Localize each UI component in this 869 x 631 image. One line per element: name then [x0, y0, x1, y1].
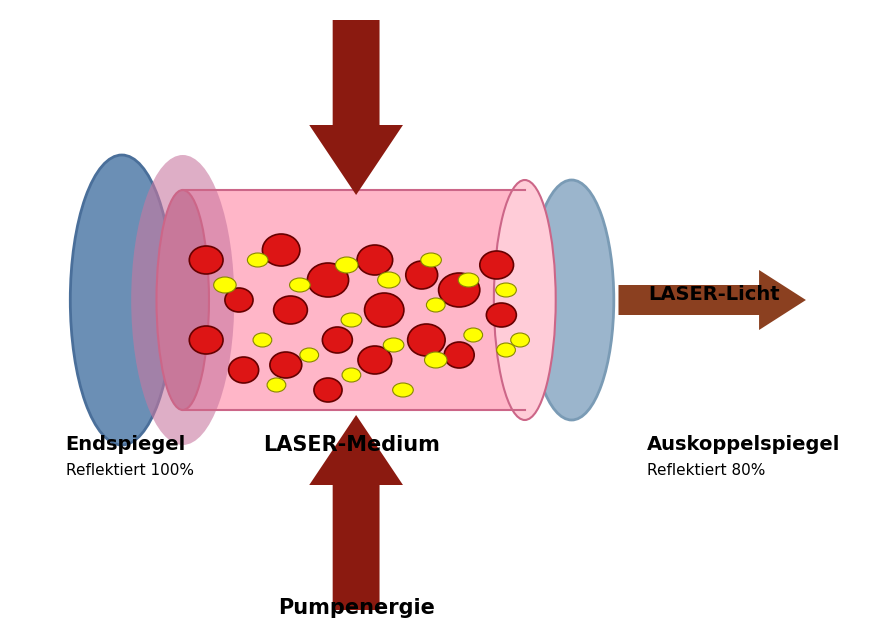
Ellipse shape: [425, 352, 447, 368]
Ellipse shape: [189, 326, 223, 354]
Ellipse shape: [270, 352, 302, 378]
Ellipse shape: [439, 273, 480, 307]
Ellipse shape: [314, 378, 342, 402]
Ellipse shape: [444, 342, 474, 368]
Ellipse shape: [274, 296, 308, 324]
Ellipse shape: [458, 273, 479, 287]
Ellipse shape: [70, 155, 174, 445]
Ellipse shape: [358, 346, 392, 374]
Ellipse shape: [364, 293, 404, 327]
Text: Pumpenergie: Pumpenergie: [278, 598, 434, 618]
Ellipse shape: [322, 327, 352, 353]
Ellipse shape: [262, 234, 300, 266]
Text: Auskoppelspiegel: Auskoppelspiegel: [647, 435, 840, 454]
Ellipse shape: [427, 298, 445, 312]
Ellipse shape: [342, 313, 362, 327]
Ellipse shape: [487, 303, 516, 327]
Text: Endspiegel: Endspiegel: [65, 435, 186, 454]
Text: LASER-Licht: LASER-Licht: [648, 285, 779, 305]
Text: LASER-Medium: LASER-Medium: [263, 435, 440, 455]
Ellipse shape: [156, 190, 209, 410]
Text: Reflektiert 80%: Reflektiert 80%: [647, 463, 765, 478]
Ellipse shape: [383, 338, 404, 352]
Ellipse shape: [511, 333, 529, 347]
Ellipse shape: [289, 278, 310, 292]
Ellipse shape: [308, 263, 348, 297]
Ellipse shape: [497, 343, 515, 357]
Ellipse shape: [335, 257, 358, 273]
Polygon shape: [309, 20, 403, 195]
Ellipse shape: [406, 261, 438, 289]
Ellipse shape: [267, 378, 286, 392]
Ellipse shape: [494, 180, 555, 420]
Bar: [182, 190, 525, 410]
Ellipse shape: [393, 383, 414, 397]
Ellipse shape: [421, 253, 441, 267]
Polygon shape: [619, 270, 806, 330]
Ellipse shape: [480, 251, 514, 279]
Ellipse shape: [229, 357, 259, 383]
Ellipse shape: [248, 253, 268, 267]
Polygon shape: [309, 415, 403, 610]
Ellipse shape: [225, 288, 253, 312]
Ellipse shape: [408, 324, 445, 356]
Ellipse shape: [300, 348, 319, 362]
Text: Reflektiert 100%: Reflektiert 100%: [65, 463, 194, 478]
Ellipse shape: [495, 283, 516, 297]
Ellipse shape: [378, 272, 400, 288]
Ellipse shape: [342, 368, 361, 382]
Ellipse shape: [214, 277, 236, 293]
Ellipse shape: [529, 180, 614, 420]
Ellipse shape: [131, 155, 235, 445]
Ellipse shape: [189, 246, 223, 274]
Ellipse shape: [357, 245, 393, 275]
Ellipse shape: [464, 328, 482, 342]
Ellipse shape: [253, 333, 272, 347]
